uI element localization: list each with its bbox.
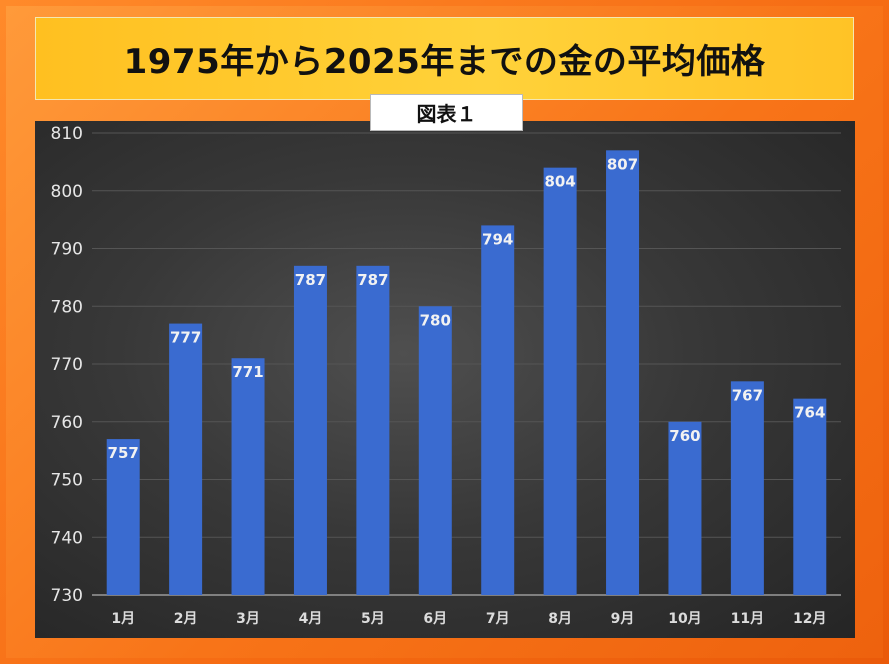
bar	[793, 398, 827, 595]
data-label: 804	[544, 173, 575, 191]
data-label: 767	[732, 386, 763, 404]
y-tick-label: 810	[51, 124, 83, 144]
page-title: 1975年から2025年までの金の平均価格	[123, 42, 766, 82]
x-tick-label: 12月	[793, 611, 826, 627]
x-tick-label: 10月	[668, 611, 701, 627]
data-label: 760	[669, 427, 700, 445]
bar	[481, 225, 515, 595]
x-tick-label: 4月	[299, 611, 323, 627]
data-label: 771	[232, 363, 263, 381]
data-label: 807	[607, 155, 638, 173]
y-tick-label: 760	[51, 413, 83, 433]
data-label: 787	[357, 271, 388, 289]
y-tick-label: 730	[51, 586, 83, 606]
bar	[606, 150, 640, 595]
title-banner: 1975年から2025年までの金の平均価格	[35, 17, 854, 100]
figure-caption-box: 図表１	[370, 94, 523, 131]
x-tick-label: 7月	[486, 611, 510, 627]
bar-chart: 730 740 750 760 770 780 790 800 810 757 1月 777 2月 771…	[51, 124, 841, 627]
x-tick-label: 2月	[174, 611, 198, 627]
bar	[730, 381, 764, 595]
data-label: 787	[295, 271, 326, 289]
x-tick-label: 8月	[548, 611, 572, 627]
x-tick-label: 6月	[423, 611, 447, 627]
bar	[231, 358, 265, 595]
y-tick-label: 740	[51, 528, 83, 548]
figure-caption: 図表１	[416, 102, 477, 126]
x-tick-label: 3月	[236, 611, 260, 627]
bar	[169, 323, 203, 595]
data-label: 764	[794, 404, 825, 422]
data-label: 757	[108, 444, 139, 462]
y-tick-label: 750	[51, 471, 83, 491]
bar	[293, 265, 327, 595]
bar	[418, 306, 452, 595]
x-tick-label: 5月	[361, 611, 385, 627]
x-tick-label: 1月	[111, 611, 135, 627]
bar	[543, 167, 577, 595]
y-tick-label: 800	[51, 182, 83, 202]
y-tick-label: 770	[51, 355, 83, 375]
bar	[356, 265, 390, 595]
data-label: 777	[170, 329, 201, 347]
x-tick-label: 9月	[611, 611, 635, 627]
bar	[106, 439, 140, 595]
data-label: 780	[420, 311, 451, 329]
x-tick-label: 11月	[731, 611, 764, 627]
data-label: 794	[482, 230, 513, 248]
y-tick-label: 790	[51, 240, 83, 260]
y-tick-label: 780	[51, 297, 83, 317]
chart-panel: 730 740 750 760 770 780 790 800 810 757 1月 777 2月 771…	[35, 121, 855, 638]
bar	[668, 421, 702, 595]
